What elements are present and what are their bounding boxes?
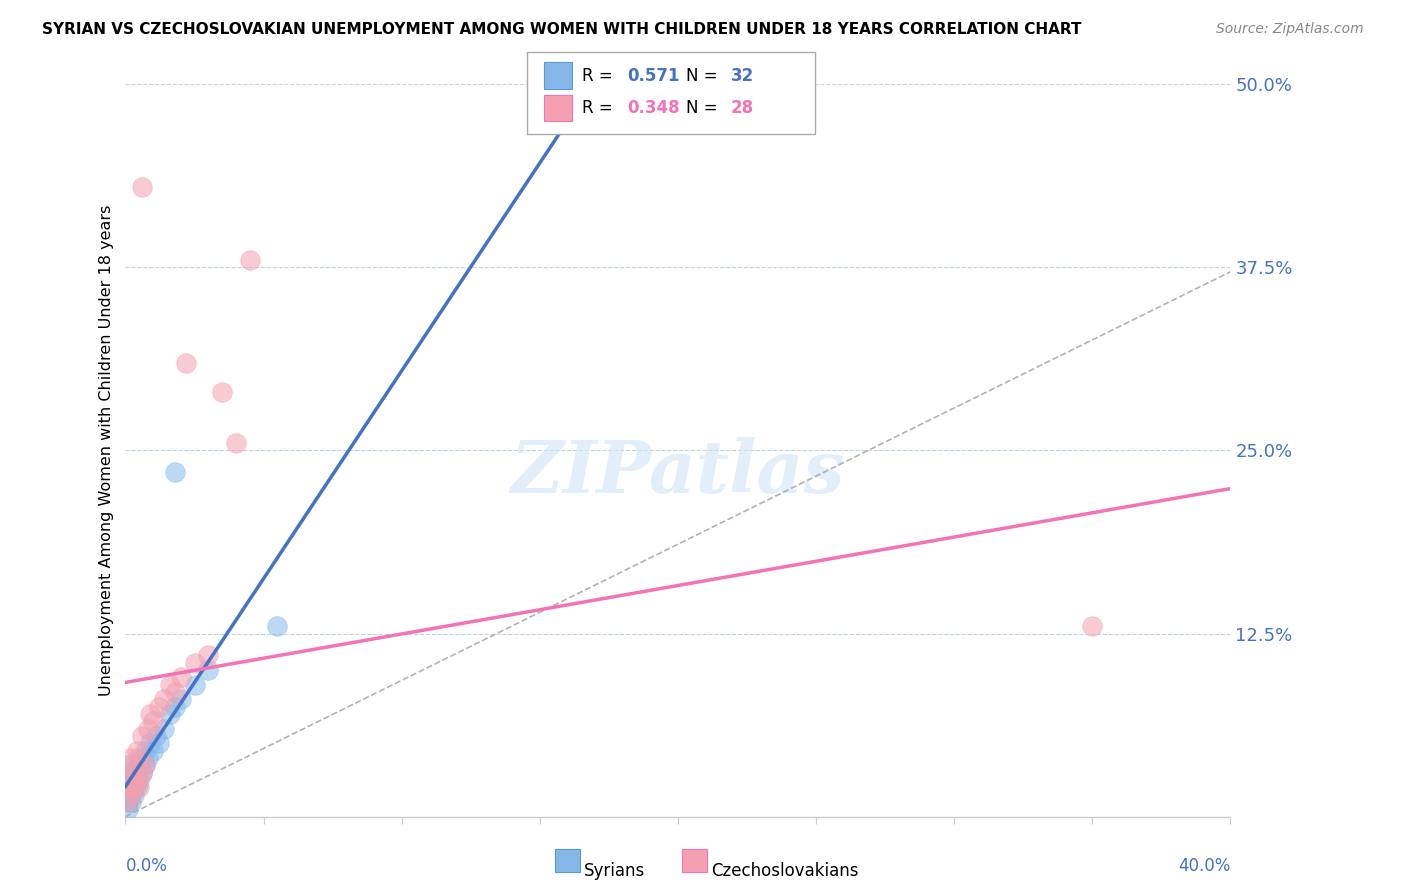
Point xyxy=(117,772,139,787)
Point xyxy=(117,758,139,772)
Text: R =: R = xyxy=(582,67,619,85)
Point xyxy=(125,772,148,787)
Point xyxy=(122,788,145,802)
Point xyxy=(117,802,139,816)
Point xyxy=(136,751,159,765)
Point xyxy=(125,765,148,780)
Text: Source: ZipAtlas.com: Source: ZipAtlas.com xyxy=(1216,22,1364,37)
Point xyxy=(117,795,139,809)
Point xyxy=(128,751,150,765)
Point xyxy=(131,751,153,765)
Text: 0.348: 0.348 xyxy=(627,99,679,117)
Point xyxy=(128,772,150,787)
FancyBboxPatch shape xyxy=(555,849,579,872)
Point xyxy=(159,678,181,692)
Point xyxy=(117,788,139,802)
Point xyxy=(159,706,181,721)
Point xyxy=(120,795,142,809)
Point xyxy=(139,736,162,750)
FancyBboxPatch shape xyxy=(682,849,707,872)
Point xyxy=(120,772,142,787)
Point xyxy=(148,736,170,750)
Point xyxy=(145,729,167,743)
Point xyxy=(134,758,156,772)
Text: SYRIAN VS CZECHOSLOVAKIAN UNEMPLOYMENT AMONG WOMEN WITH CHILDREN UNDER 18 YEARS : SYRIAN VS CZECHOSLOVAKIAN UNEMPLOYMENT A… xyxy=(42,22,1081,37)
Point xyxy=(165,685,187,699)
Point xyxy=(122,772,145,787)
Text: Czechoslovakians: Czechoslovakians xyxy=(711,862,859,880)
Text: 0.571: 0.571 xyxy=(627,67,679,85)
Point xyxy=(148,699,170,714)
Point xyxy=(117,780,139,795)
Point xyxy=(239,253,262,268)
Point xyxy=(139,706,162,721)
Text: N =: N = xyxy=(686,67,723,85)
Point xyxy=(142,744,165,758)
Point xyxy=(122,780,145,795)
Point xyxy=(170,692,193,706)
Text: Syrians: Syrians xyxy=(583,862,645,880)
Text: 28: 28 xyxy=(731,99,754,117)
Point xyxy=(125,780,148,795)
Text: R =: R = xyxy=(582,99,619,117)
Point xyxy=(225,436,247,450)
Point xyxy=(183,678,205,692)
Point xyxy=(122,765,145,780)
Point xyxy=(128,780,150,795)
Point xyxy=(211,384,233,399)
Point xyxy=(170,670,193,684)
Point xyxy=(117,795,139,809)
Point xyxy=(153,722,176,736)
Point xyxy=(165,699,187,714)
Point xyxy=(153,692,176,706)
Text: 40.0%: 40.0% xyxy=(1178,857,1230,875)
Text: 0.0%: 0.0% xyxy=(125,857,167,875)
Point xyxy=(136,722,159,736)
Point xyxy=(131,765,153,780)
Point xyxy=(131,765,153,780)
Y-axis label: Unemployment Among Women with Children Under 18 years: Unemployment Among Women with Children U… xyxy=(100,205,114,696)
Point xyxy=(197,663,219,677)
Point xyxy=(120,765,142,780)
Point xyxy=(183,656,205,670)
Point xyxy=(266,619,288,633)
Point xyxy=(120,788,142,802)
Point xyxy=(117,780,139,795)
Text: 32: 32 xyxy=(731,67,755,85)
Point xyxy=(125,744,148,758)
Point xyxy=(174,356,197,370)
Point xyxy=(142,714,165,729)
Point xyxy=(120,788,142,802)
Text: ZIPatlas: ZIPatlas xyxy=(510,437,845,508)
Point xyxy=(134,744,156,758)
Point xyxy=(131,180,153,194)
Point xyxy=(120,780,142,795)
Point xyxy=(1081,619,1104,633)
Point xyxy=(197,648,219,663)
Point xyxy=(165,466,187,480)
Point xyxy=(134,758,156,772)
Point xyxy=(131,729,153,743)
Text: N =: N = xyxy=(686,99,723,117)
Point xyxy=(120,751,142,765)
Point xyxy=(128,758,150,772)
Point xyxy=(122,758,145,772)
